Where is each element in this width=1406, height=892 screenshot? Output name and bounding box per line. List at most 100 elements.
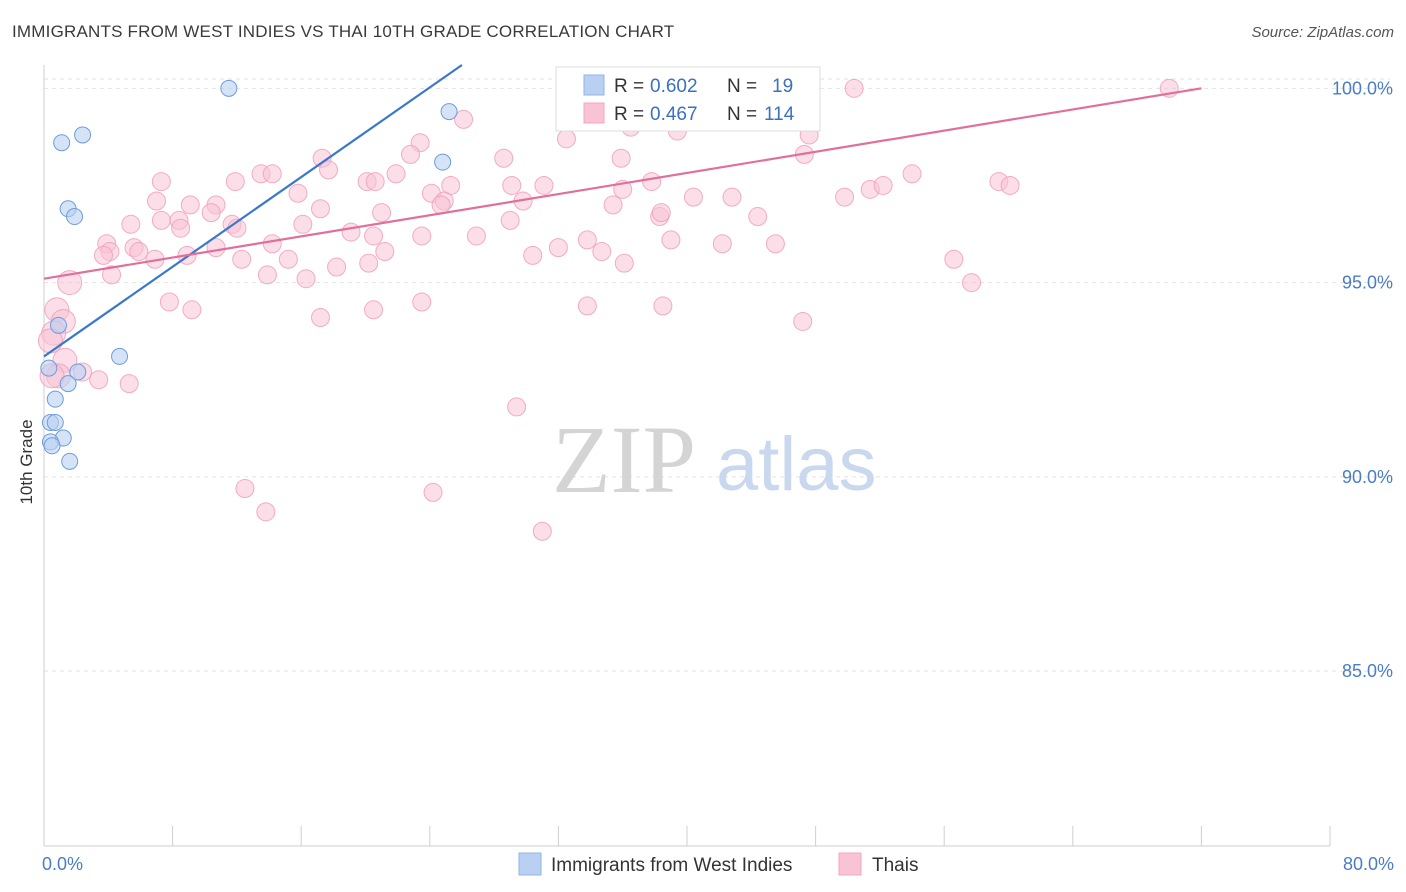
watermark: ZIP atlas <box>552 406 877 513</box>
bottom-legend-label-thais: Thais <box>872 855 918 876</box>
west-indies-point-1 <box>74 126 92 144</box>
thais-point-101 <box>532 521 552 541</box>
thais-point-64 <box>278 249 298 269</box>
thais-point-75 <box>296 269 316 289</box>
y-tick-label-2: 95.0% <box>1342 273 1393 293</box>
thais-point-111 <box>147 191 167 211</box>
chart-source: Source: ZipAtlas.com <box>1251 24 1394 41</box>
thais-point-76 <box>359 253 379 273</box>
thais-point-71 <box>93 245 113 265</box>
thais-point-102 <box>944 249 964 269</box>
thais-point-99 <box>256 502 276 522</box>
thais-point-69 <box>614 253 634 273</box>
legend-n-label-2: N = <box>727 104 757 125</box>
thais-point-73 <box>57 270 83 296</box>
watermark-atlas: atlas <box>716 422 877 507</box>
thais-point-4 <box>454 109 474 129</box>
west-indies-point-5 <box>440 103 458 121</box>
top-legend: R = 0.602 N = 19 R = 0.467 N = 114 <box>555 66 821 132</box>
thais-point-86 <box>577 296 597 316</box>
thais-point-26 <box>262 164 282 184</box>
thais-point-56 <box>577 230 597 250</box>
thais-point-50 <box>171 218 191 238</box>
thais-point-66 <box>375 242 395 262</box>
thais-point-11 <box>401 144 421 164</box>
legend-n-value-1: 19 <box>772 76 793 97</box>
thais-point-65 <box>327 257 347 277</box>
thais-point-84 <box>310 308 330 328</box>
thais-point-96 <box>89 370 109 390</box>
thais-point-78 <box>653 296 673 316</box>
y-tick-label-0: 85.0% <box>1342 661 1393 681</box>
legend-n-label-1: N = <box>727 76 757 97</box>
thais-point-44 <box>121 214 141 234</box>
x-tick-label-0: 0.0% <box>42 854 83 874</box>
thais-point-20 <box>642 172 662 192</box>
legend-r-label-2: R = <box>614 104 644 125</box>
watermark-zip: ZIP <box>552 406 696 513</box>
thais-point-63 <box>232 249 252 269</box>
thais-point-67 <box>523 245 543 265</box>
west-indies-point-8 <box>111 347 129 365</box>
thais-point-18 <box>502 175 522 195</box>
trendlines <box>43 64 1202 358</box>
west-indies-point-7 <box>49 316 67 334</box>
bottom-legend: Immigrants from West Indies Thais <box>518 852 918 876</box>
thais-point-55 <box>412 226 432 246</box>
chart-title: IMMIGRANTS FROM WEST INDIES VS THAI 10TH… <box>12 22 675 41</box>
thais-point-79 <box>793 311 813 331</box>
thais-trendline <box>43 87 1202 280</box>
thais-point-46 <box>201 203 221 223</box>
thais-point-35 <box>873 175 893 195</box>
west-indies-point-12 <box>46 390 64 408</box>
bottom-legend-label-west-indies: Immigrants from West Indies <box>551 855 792 876</box>
thais-point-47 <box>341 222 361 242</box>
thais-point-12 <box>494 148 514 168</box>
thais-point-13 <box>611 148 631 168</box>
bottom-legend-swatch-pink <box>838 852 862 876</box>
thais-point-97 <box>507 397 527 417</box>
thais-point-92 <box>119 374 139 394</box>
thais-point-23 <box>225 172 245 192</box>
thais-point-82 <box>159 292 179 312</box>
west-indies-point-10 <box>69 363 87 381</box>
thais-point-103 <box>962 273 982 293</box>
axes <box>43 65 1331 847</box>
thais-point-68 <box>592 242 612 262</box>
thais-point-106 <box>661 230 681 250</box>
thais-point-107 <box>765 234 785 254</box>
x-tick-label-1: 80.0% <box>1343 854 1394 874</box>
thais-point-27 <box>386 164 406 184</box>
west-indies-trendline <box>43 64 463 358</box>
thais-point-7 <box>556 129 576 149</box>
thais-point-104 <box>1000 175 1020 195</box>
thais-point-40 <box>372 203 392 223</box>
thais-point-108 <box>835 187 855 207</box>
west-indies-point-17 <box>43 437 61 455</box>
thais-point-80 <box>902 164 922 184</box>
y-tick-label-3: 100.0% <box>1332 78 1393 98</box>
thais-point-34 <box>683 187 703 207</box>
thais-point-22 <box>151 172 171 192</box>
thais-point-37 <box>151 210 171 230</box>
legend-swatch-pink <box>583 102 605 124</box>
y-axis-title: 10th Grade <box>17 419 36 504</box>
thais-point-70 <box>722 187 742 207</box>
thais-point-42 <box>466 226 486 246</box>
west-indies-points <box>40 79 458 470</box>
west-indies-point-4 <box>66 208 84 226</box>
legend-r-value-1: 0.602 <box>650 76 698 97</box>
west-indies-point-6 <box>434 153 452 171</box>
thais-point-110 <box>603 195 623 215</box>
thais-point-43 <box>500 210 520 230</box>
thais-point-15 <box>319 160 339 180</box>
y-tick-label-1: 90.0% <box>1342 467 1393 487</box>
x-tick-labels: 0.0% 80.0% <box>42 854 1394 874</box>
legend-r-value-2: 0.467 <box>650 104 698 125</box>
thais-point-74 <box>257 265 277 285</box>
legend-r-label-1: R = <box>614 76 644 97</box>
legend-n-value-2: 114 <box>764 104 795 125</box>
thais-point-52 <box>262 234 282 254</box>
y-tick-labels: 85.0% 90.0% 95.0% 100.0% <box>1332 78 1393 681</box>
